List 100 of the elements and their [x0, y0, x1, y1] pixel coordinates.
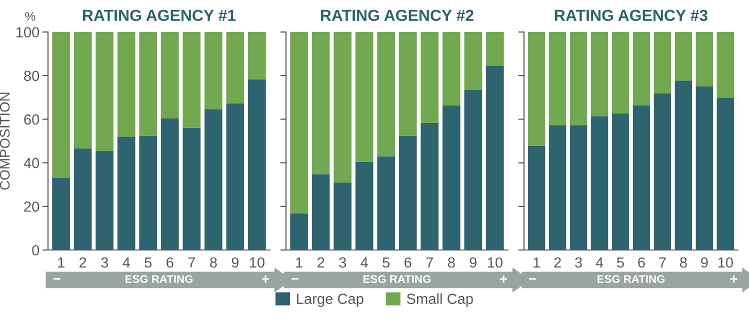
- bar: [290, 213, 308, 250]
- x-tick-label: 1: [534, 257, 540, 268]
- x-tick-label: 7: [659, 257, 666, 268]
- x-axis-title: ESG RATING: [126, 275, 192, 283]
- x-tick-label: 4: [596, 257, 604, 268]
- bar: [442, 105, 460, 250]
- x-tick-label: 7: [426, 257, 433, 268]
- bar: [398, 32, 417, 136]
- chart-title: RATING AGENCY #1: [83, 10, 236, 22]
- x-tick-label: 6: [404, 257, 412, 268]
- x-tick-label: 10: [488, 257, 502, 268]
- bar: [334, 182, 352, 250]
- bar: [420, 122, 439, 250]
- bar: [612, 113, 630, 250]
- text: +: [730, 275, 738, 282]
- text: +: [262, 275, 270, 282]
- bar: [398, 136, 417, 250]
- text: −: [291, 278, 298, 280]
- y-tick-label: 60: [24, 114, 40, 125]
- x-tick-label: 8: [680, 257, 687, 268]
- bar: [548, 125, 566, 250]
- x-tick-label: 1: [296, 257, 302, 268]
- y-tick-label: 100: [16, 27, 40, 38]
- x-tick-label: 3: [101, 257, 108, 268]
- bar: [117, 136, 136, 250]
- bar: [442, 32, 460, 106]
- bar: [160, 118, 179, 250]
- bar: [96, 32, 114, 151]
- bar: [674, 32, 692, 81]
- bar: [377, 32, 396, 156]
- bar: [632, 32, 650, 106]
- bar: [52, 32, 70, 178]
- x-tick-label: 2: [80, 257, 86, 268]
- y-axis-title: COMPOSITION: [0, 92, 10, 190]
- chart-title: RATING AGENCY #3: [555, 10, 708, 22]
- x-tick-label: 6: [638, 257, 645, 268]
- bar: [248, 32, 266, 80]
- bar: [139, 32, 158, 136]
- bar: [590, 32, 608, 116]
- text: %: [25, 12, 36, 21]
- x-tick-label: 5: [617, 257, 624, 268]
- bar: [464, 90, 482, 250]
- x-axis-title: ESG RATING: [598, 275, 664, 283]
- x-tick-label: 9: [701, 257, 708, 268]
- bar: [528, 146, 546, 250]
- x-tick-label: 9: [470, 257, 477, 268]
- x-axis-title: ESG RATING: [364, 275, 430, 283]
- bar: [248, 79, 266, 250]
- x-tick-label: 9: [232, 257, 239, 268]
- bar: [226, 103, 244, 250]
- bar: [334, 32, 352, 182]
- bar: [570, 125, 588, 250]
- legend-label: Large Cap: [297, 294, 364, 307]
- bar: [654, 32, 672, 94]
- bar: [486, 32, 504, 66]
- text: −: [53, 278, 60, 280]
- text: +: [500, 275, 508, 282]
- y-tick-label: 20: [24, 202, 40, 212]
- bar: [290, 32, 308, 214]
- bar: [355, 32, 374, 162]
- x-tick-label: 6: [166, 257, 174, 268]
- text: −: [529, 278, 536, 280]
- x-tick-label: 2: [318, 257, 324, 268]
- bar: [716, 32, 734, 98]
- legend-label: Small Cap: [406, 293, 473, 307]
- bar: [160, 32, 179, 119]
- x-tick-label: 2: [554, 257, 561, 268]
- x-tick-label: 4: [360, 257, 368, 268]
- y-tick-label: 40: [24, 158, 40, 168]
- bar: [139, 136, 158, 250]
- bar: [420, 32, 439, 123]
- x-tick-label: 7: [188, 257, 195, 268]
- bar: [590, 116, 608, 250]
- bar: [204, 32, 222, 110]
- y-tick-label: 80: [24, 70, 40, 82]
- x-tick-label: 5: [382, 257, 390, 268]
- bar: [632, 105, 650, 250]
- bar: [674, 80, 692, 250]
- bar: [696, 86, 714, 250]
- bar: [182, 128, 201, 250]
- bar: [654, 93, 672, 250]
- bar: [182, 32, 201, 128]
- bar: [312, 174, 330, 250]
- x-tick-label: 1: [58, 257, 64, 268]
- bar: [528, 32, 546, 146]
- bar: [548, 32, 566, 126]
- x-tick-label: 8: [210, 257, 217, 268]
- bar: [312, 32, 330, 174]
- bar: [74, 32, 92, 148]
- bar: [464, 32, 482, 90]
- chart-title: RATING AGENCY #2: [321, 10, 474, 22]
- bar: [96, 150, 114, 250]
- bar: [52, 178, 70, 250]
- x-tick-label: 5: [144, 257, 152, 268]
- y-tick-label: 0: [32, 245, 40, 256]
- bar: [204, 109, 222, 250]
- bar: [355, 162, 374, 250]
- bar: [486, 66, 504, 250]
- x-tick-label: 3: [575, 257, 582, 268]
- bar: [74, 148, 92, 250]
